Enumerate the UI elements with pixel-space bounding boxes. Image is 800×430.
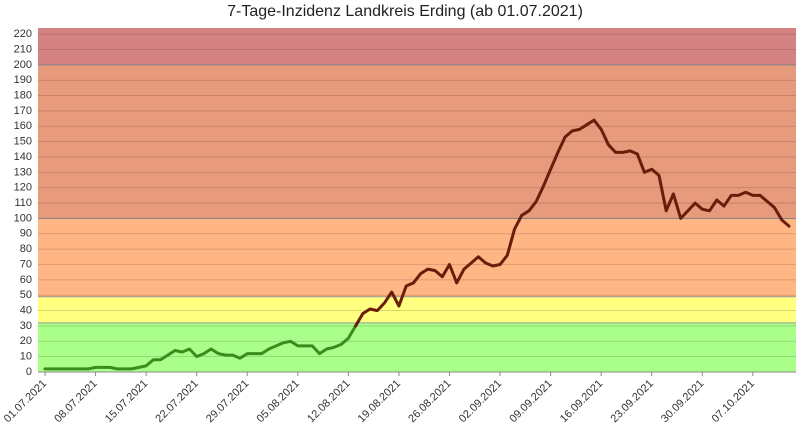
- y-tick-label: 120: [14, 182, 32, 194]
- x-tick-label: 09.09.2021: [507, 378, 554, 425]
- y-tick-label: 80: [20, 243, 32, 255]
- y-tick-label: 140: [14, 151, 32, 163]
- y-tick-label: 20: [20, 335, 32, 347]
- y-tick-label: 170: [14, 105, 32, 117]
- band: [38, 322, 796, 372]
- x-tick-label: 08.07.2021: [52, 378, 99, 425]
- x-tick-label: 30.09.2021: [659, 378, 706, 425]
- y-tick-label: 190: [14, 74, 32, 86]
- band: [38, 64, 796, 219]
- x-tick-label: 15.07.2021: [103, 378, 150, 425]
- y-tick-label: 160: [14, 120, 32, 132]
- line: [361, 118, 791, 316]
- y-tick-label: 220: [14, 28, 32, 40]
- x-tick-label: 16.09.2021: [558, 378, 605, 425]
- y-tick-label: 200: [14, 59, 32, 71]
- band: [38, 28, 796, 65]
- x-tick-label: 02.09.2021: [457, 378, 504, 425]
- y-tick-label: 10: [20, 351, 32, 363]
- y-tick-label: 100: [14, 212, 32, 224]
- y-tick-label: 180: [14, 89, 32, 101]
- x-tick-label: 05.08.2021: [255, 378, 302, 425]
- x-tick-label: 01.07.2021: [2, 378, 49, 425]
- y-tick-label: 40: [20, 304, 32, 316]
- x-tick-label: 07.10.2021: [710, 378, 757, 425]
- line-connector: [354, 312, 365, 328]
- chart-title: 7-Tage-Inzidenz Landkreis Erding (ab 01.…: [227, 3, 583, 20]
- y-tick-label: 110: [14, 197, 32, 209]
- x-tick-label: 29.07.2021: [204, 378, 251, 425]
- y-tick-label: 90: [20, 228, 32, 240]
- y-tick-label: 130: [14, 166, 32, 178]
- y-tick-label: 150: [14, 136, 32, 148]
- band: [38, 296, 796, 323]
- line: [43, 324, 358, 371]
- x-tick-label: 19.08.2021: [356, 378, 403, 425]
- y-tick-label: 30: [20, 320, 32, 332]
- y-tick-label: 210: [14, 43, 32, 55]
- x-tick-label: 26.08.2021: [406, 378, 453, 425]
- y-tick-label: 0: [26, 366, 32, 378]
- y-tick-label: 50: [20, 289, 32, 301]
- x-tick-label: 23.09.2021: [609, 378, 656, 425]
- y-tick-label: 60: [20, 274, 32, 286]
- x-tick-label: 12.08.2021: [305, 378, 352, 425]
- band: [38, 218, 796, 297]
- x-tick-label: 22.07.2021: [153, 378, 200, 425]
- y-tick-label: 70: [20, 258, 32, 270]
